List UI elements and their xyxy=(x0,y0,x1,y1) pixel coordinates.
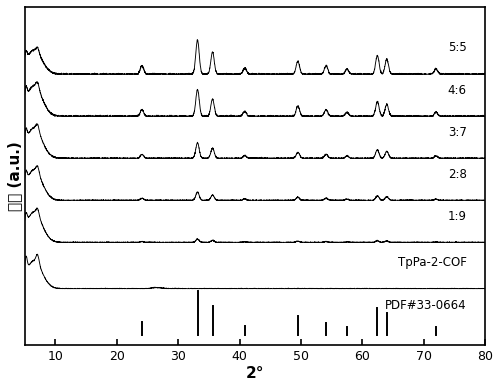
Text: TpPa-2-COF: TpPa-2-COF xyxy=(398,256,466,269)
Text: 5:5: 5:5 xyxy=(448,42,466,54)
Text: 3:7: 3:7 xyxy=(448,126,466,139)
Text: 2:8: 2:8 xyxy=(448,168,466,180)
Y-axis label: 强度 (a.u.): 强度 (a.u.) xyxy=(7,141,22,211)
Text: 4:6: 4:6 xyxy=(448,83,466,97)
X-axis label: 2°: 2° xyxy=(246,366,264,381)
Text: 1:9: 1:9 xyxy=(448,210,466,223)
Text: PDF#33-0664: PDF#33-0664 xyxy=(385,299,466,312)
